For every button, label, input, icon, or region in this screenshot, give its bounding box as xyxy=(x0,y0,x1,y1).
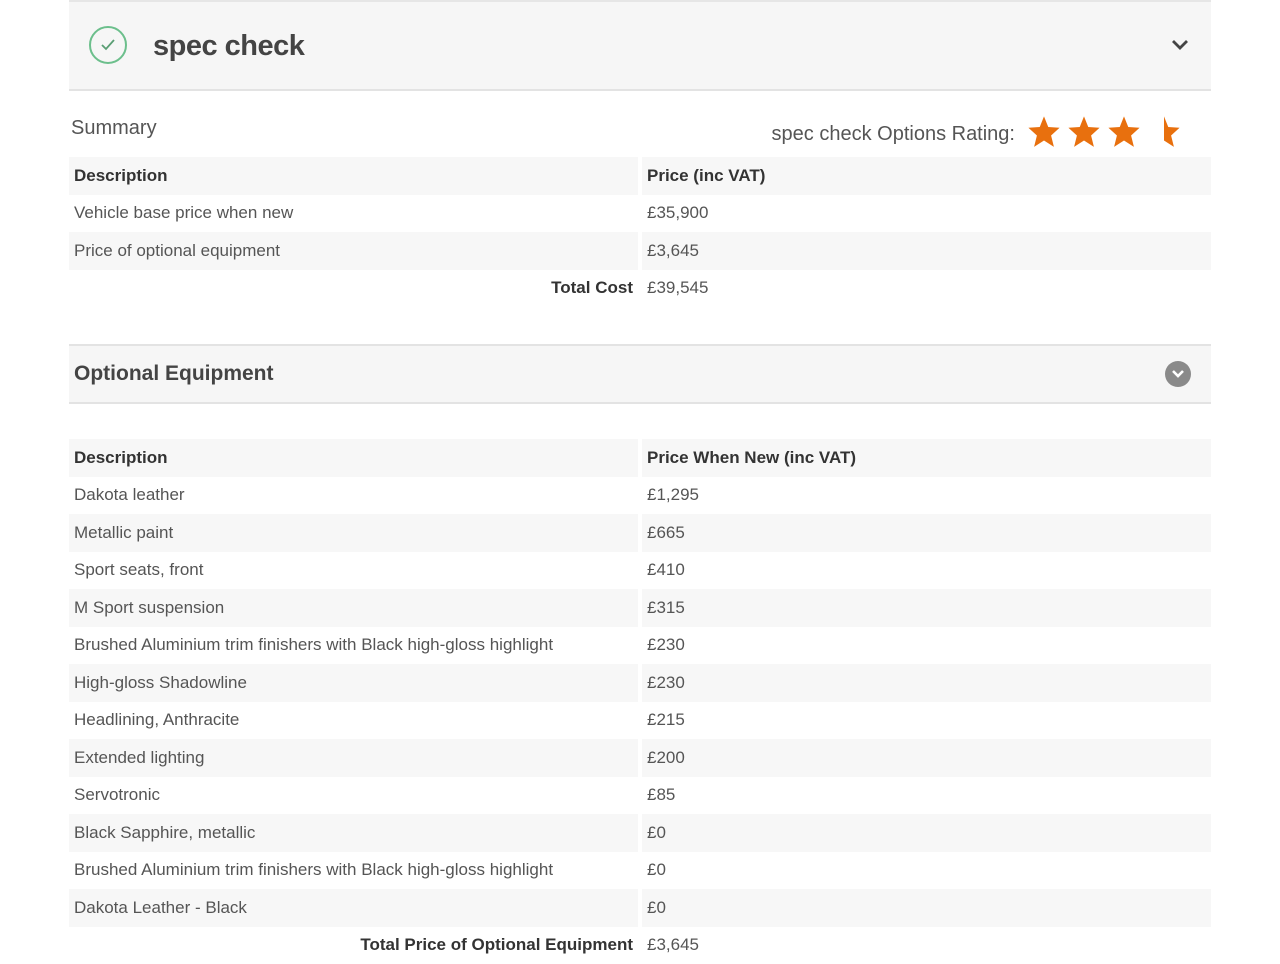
star-icon xyxy=(1067,115,1101,154)
price-cell: £1,295 xyxy=(642,477,1211,515)
optional-equipment-header[interactable]: Optional Equipment xyxy=(69,344,1211,404)
star-half-icon xyxy=(1147,115,1181,154)
spec-check-header[interactable]: spec check xyxy=(69,0,1211,91)
description-cell: Dakota Leather - Black xyxy=(69,889,642,927)
table-row: Metallic paint£665 xyxy=(69,514,1211,552)
description-cell: M Sport suspension xyxy=(69,589,642,627)
rating-label: spec check Options Rating: xyxy=(772,123,1015,146)
description-cell: Metallic paint xyxy=(69,514,642,552)
column-header: Price (inc VAT) xyxy=(642,157,1211,195)
table-row: Extended lighting£200 xyxy=(69,739,1211,777)
total-value: £3,645 xyxy=(642,927,1211,964)
price-cell: £85 xyxy=(642,777,1211,815)
table-row: Dakota Leather - Black£0 xyxy=(69,889,1211,927)
description-cell: Headlining, Anthracite xyxy=(69,702,642,740)
description-cell: Extended lighting xyxy=(69,739,642,777)
price-cell: £3,645 xyxy=(642,232,1211,270)
optional-equipment-title: Optional Equipment xyxy=(74,362,274,386)
price-cell: £0 xyxy=(642,889,1211,927)
options-rating: spec check Options Rating: xyxy=(772,115,1181,154)
table-row: Servotronic£85 xyxy=(69,777,1211,815)
price-cell: £35,900 xyxy=(642,195,1211,233)
check-circle-icon xyxy=(89,26,127,64)
table-row: Price of optional equipment£3,645 xyxy=(69,232,1211,270)
total-row: Total Price of Optional Equipment£3,645 xyxy=(69,927,1211,964)
total-label: Total Cost xyxy=(69,270,642,308)
price-cell: £665 xyxy=(642,514,1211,552)
table-row: Black Sapphire, metallic£0 xyxy=(69,814,1211,852)
description-cell: Vehicle base price when new xyxy=(69,195,642,233)
table-row: Brushed Aluminium trim finishers with Bl… xyxy=(69,852,1211,890)
star-icon xyxy=(1107,115,1141,154)
description-cell: Brushed Aluminium trim finishers with Bl… xyxy=(69,852,642,890)
description-cell: Sport seats, front xyxy=(69,552,642,590)
description-cell: Servotronic xyxy=(69,777,642,815)
description-cell: Dakota leather xyxy=(69,477,642,515)
total-label: Total Price of Optional Equipment xyxy=(69,927,642,964)
table-row: Sport seats, front£410 xyxy=(69,552,1211,590)
description-cell: Brushed Aluminium trim finishers with Bl… xyxy=(69,627,642,665)
chevron-down-circle-icon[interactable] xyxy=(1165,361,1191,387)
price-cell: £0 xyxy=(642,814,1211,852)
description-cell: Price of optional equipment xyxy=(69,232,642,270)
total-row: Total Cost£39,545 xyxy=(69,270,1211,308)
column-header: Description xyxy=(69,157,642,195)
price-cell: £315 xyxy=(642,589,1211,627)
column-header: Description xyxy=(69,439,642,477)
price-cell: £410 xyxy=(642,552,1211,590)
price-cell: £0 xyxy=(642,852,1211,890)
price-cell: £230 xyxy=(642,664,1211,702)
summary-label: Summary xyxy=(71,117,157,140)
table-row: Vehicle base price when new£35,900 xyxy=(69,195,1211,233)
table-row: Brushed Aluminium trim finishers with Bl… xyxy=(69,627,1211,665)
table-row: High-gloss Shadowline£230 xyxy=(69,664,1211,702)
table-row: Headlining, Anthracite£215 xyxy=(69,702,1211,740)
star-icon xyxy=(1027,115,1061,154)
page-title: spec check xyxy=(153,30,304,63)
description-cell: High-gloss Shadowline xyxy=(69,664,642,702)
total-value: £39,545 xyxy=(642,270,1211,308)
price-cell: £200 xyxy=(642,739,1211,777)
table-row: M Sport suspension£315 xyxy=(69,589,1211,627)
price-cell: £230 xyxy=(642,627,1211,665)
table-row: Dakota leather£1,295 xyxy=(69,477,1211,515)
chevron-down-icon[interactable] xyxy=(1171,38,1189,56)
price-cell: £215 xyxy=(642,702,1211,740)
column-header: Price When New (inc VAT) xyxy=(642,439,1211,477)
description-cell: Black Sapphire, metallic xyxy=(69,814,642,852)
